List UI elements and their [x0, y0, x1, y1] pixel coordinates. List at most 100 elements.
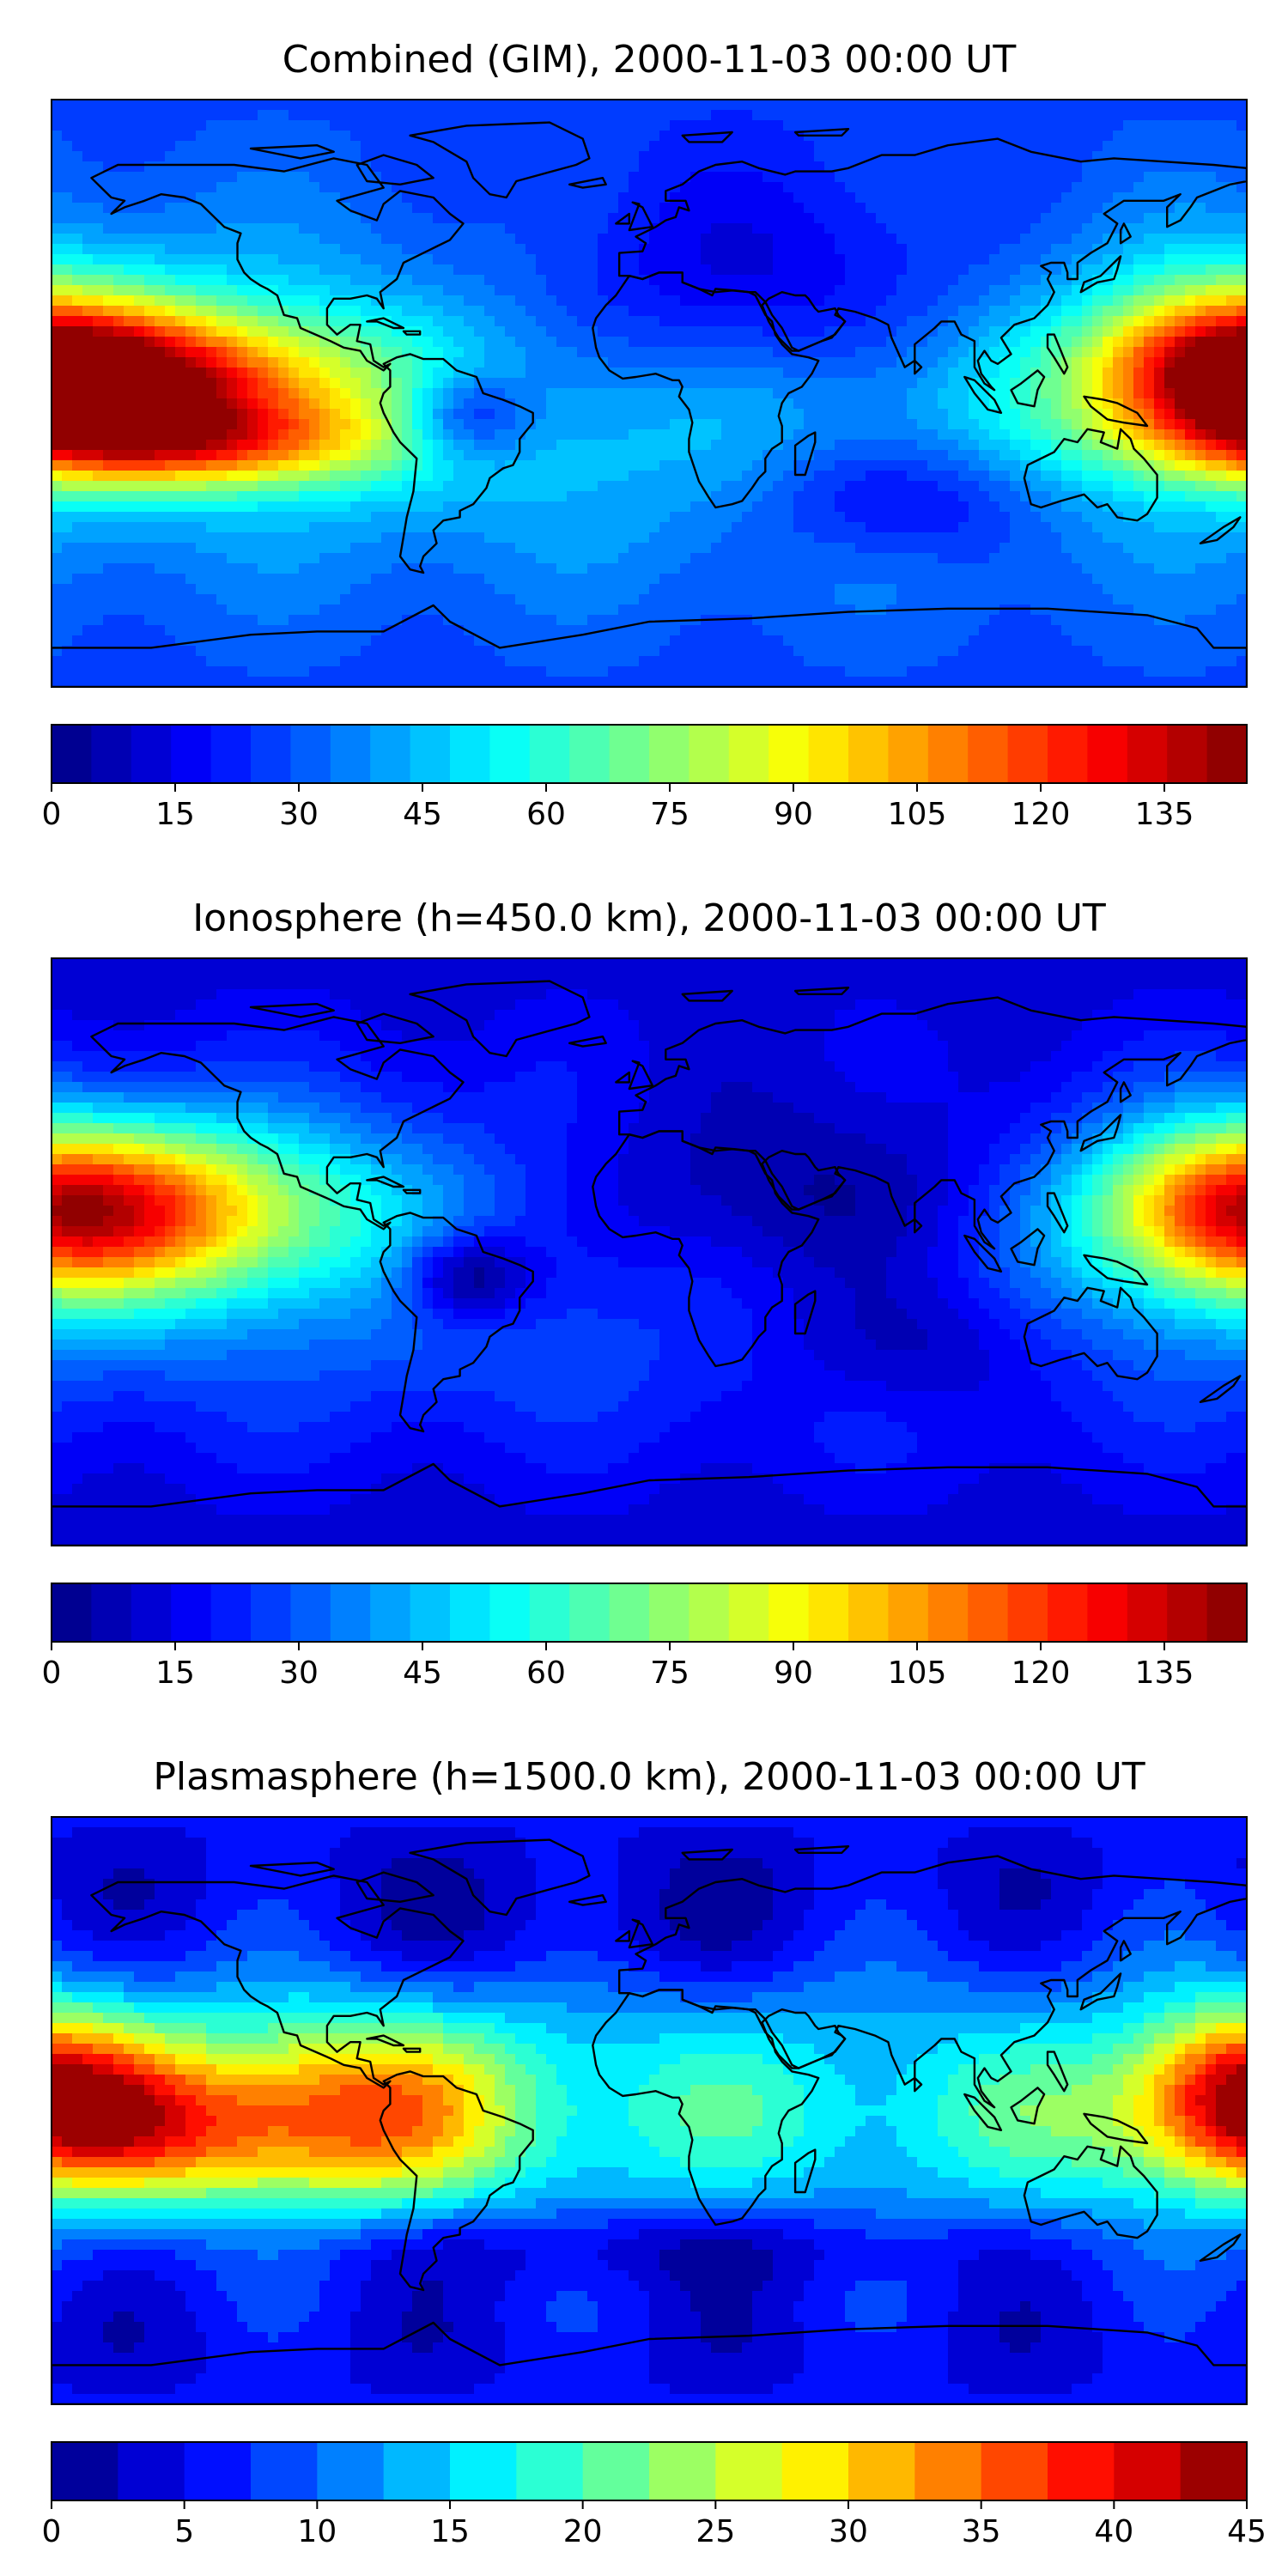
colorbar: 0 15 30 45 60 75 90 105 120 135 — [42, 724, 1248, 832]
colorbar-tick-label: 75 — [650, 1656, 690, 1691]
colorbar-swatch — [290, 1583, 331, 1642]
colorbar-tick-label: 105 — [888, 797, 947, 832]
colorbar-swatch — [251, 2442, 318, 2500]
colorbar-swatch — [118, 2442, 185, 2500]
colorbar-swatch — [1127, 1583, 1168, 1642]
colorbar-frame — [51, 1583, 1248, 1643]
colorbar-tick-label: 120 — [1012, 797, 1071, 832]
colorbar-swatch — [529, 1583, 570, 1642]
colorbar-swatch — [914, 2442, 982, 2500]
colorbar-swatch — [1167, 725, 1208, 783]
colorbar-swatch — [489, 1583, 531, 1642]
colorbar-swatch — [649, 725, 690, 783]
colorbar-swatch — [1114, 2442, 1182, 2500]
colorbar-swatch — [1087, 725, 1128, 783]
colorbar-tick-label: 15 — [155, 1656, 195, 1691]
coastlines — [52, 1838, 1247, 2404]
colorbar-swatch — [184, 2442, 252, 2500]
map-frame — [51, 957, 1248, 1546]
coastlines — [52, 121, 1247, 687]
colorbar-swatch — [649, 1583, 690, 1642]
colorbar-swatch — [410, 725, 451, 783]
colorbar-tick-label: 45 — [403, 1656, 442, 1691]
colorbar-swatch — [131, 725, 172, 783]
panel-combined: Combined (GIM), 2000-11-03 00:00 UT 0 15 3… — [42, 38, 1248, 832]
colorbar-tick-label: 15 — [430, 2514, 470, 2549]
colorbar-swatch — [370, 725, 411, 783]
colorbar-swatch — [1087, 1583, 1128, 1642]
panel-plasmasphere: Plasmasphere (h=1500.0 km), 2000-11-03 0… — [42, 1755, 1267, 2549]
colorbar-tick-label: 45 — [403, 797, 442, 832]
colorbar-swatch — [927, 1583, 969, 1642]
colorbar-swatch — [52, 725, 92, 783]
colorbar-swatch — [370, 1583, 411, 1642]
colorbar-tick-label: 35 — [962, 2514, 1001, 2549]
colorbar-swatch — [981, 2442, 1048, 2500]
colorbar-swatch — [91, 1583, 132, 1642]
colorbar-swatch — [210, 725, 252, 783]
colorbar-tick-label: 105 — [888, 1656, 947, 1691]
contour-field — [52, 100, 1247, 687]
colorbar-swatch — [1048, 2442, 1115, 2500]
colorbar-tick-label: 0 — [42, 797, 62, 832]
colorbar-swatch — [251, 725, 291, 783]
map-area — [52, 100, 1247, 687]
map-frame — [51, 1816, 1248, 2405]
colorbar-tick-label: 40 — [1094, 2514, 1133, 2549]
colorbar-swatch — [968, 725, 1009, 783]
colorbar-tick-label: 0 — [42, 1656, 62, 1691]
colorbar-swatch — [769, 725, 810, 783]
colorbar-tick-label: 10 — [297, 2514, 337, 2549]
colorbar-tick-label: 5 — [174, 2514, 194, 2549]
colorbar-frame — [51, 724, 1248, 784]
colorbar-swatch — [1007, 1583, 1048, 1642]
colorbar-swatch — [1127, 725, 1168, 783]
colorbar-swatch — [689, 1583, 730, 1642]
colorbar-swatch — [728, 725, 769, 783]
colorbar-swatch — [410, 1583, 451, 1642]
colorbar-tick-label: 135 — [1135, 797, 1194, 832]
colorbar-swatch — [609, 1583, 650, 1642]
colorbar-swatch — [927, 725, 969, 783]
colorbar: 0 15 30 45 60 75 90 105 120 135 — [42, 1583, 1248, 1691]
colorbar-swatch — [330, 1583, 371, 1642]
colorbar-swatch — [1007, 725, 1048, 783]
colorbar-swatch — [968, 1583, 1009, 1642]
colorbar-swatch — [1206, 725, 1248, 783]
map-area — [52, 958, 1247, 1546]
colorbar-swatch — [569, 1583, 611, 1642]
colorbar-tick-label: 75 — [650, 797, 690, 832]
colorbar-swatch — [728, 1583, 769, 1642]
colorbar-swatch — [450, 725, 490, 783]
colorbar-swatch — [171, 1583, 212, 1642]
colorbar-swatch — [330, 725, 371, 783]
panel-title: Plasmasphere (h=1500.0 km), 2000-11-03 0… — [153, 1755, 1145, 1799]
colorbar-swatch — [769, 1583, 810, 1642]
panel-title: Combined (GIM), 2000-11-03 00:00 UT — [283, 38, 1017, 82]
colorbar-swatch — [888, 1583, 929, 1642]
colorbar-swatch — [131, 1583, 172, 1642]
colorbar-swatch — [290, 725, 331, 783]
panel-title: Ionosphere (h=450.0 km), 2000-11-03 00:0… — [192, 896, 1106, 940]
colorbar-swatch — [52, 2442, 118, 2500]
colorbar-swatch — [848, 1583, 889, 1642]
coastlines — [52, 980, 1247, 1546]
colorbar-swatch — [383, 2442, 451, 2500]
colorbar-tick-label: 60 — [526, 1656, 566, 1691]
colorbar-swatch — [582, 2442, 650, 2500]
colorbar-swatch — [1167, 1583, 1208, 1642]
colorbar-tick-label: 30 — [279, 797, 319, 832]
colorbar-tick-label: 15 — [155, 797, 195, 832]
colorbar-swatch — [1206, 1583, 1248, 1642]
panel-ionosphere: Ionosphere (h=450.0 km), 2000-11-03 00:0… — [42, 896, 1248, 1691]
colorbar-swatch — [317, 2442, 385, 2500]
colorbar-swatch — [450, 1583, 490, 1642]
contour-field — [52, 958, 1247, 1546]
colorbar-swatch — [715, 2442, 783, 2500]
colorbar-swatch — [609, 725, 650, 783]
colorbar-swatch — [52, 1583, 92, 1642]
colorbar-swatch — [516, 2442, 584, 2500]
colorbar-swatch — [808, 725, 849, 783]
colorbar-tick-label: 30 — [279, 1656, 319, 1691]
